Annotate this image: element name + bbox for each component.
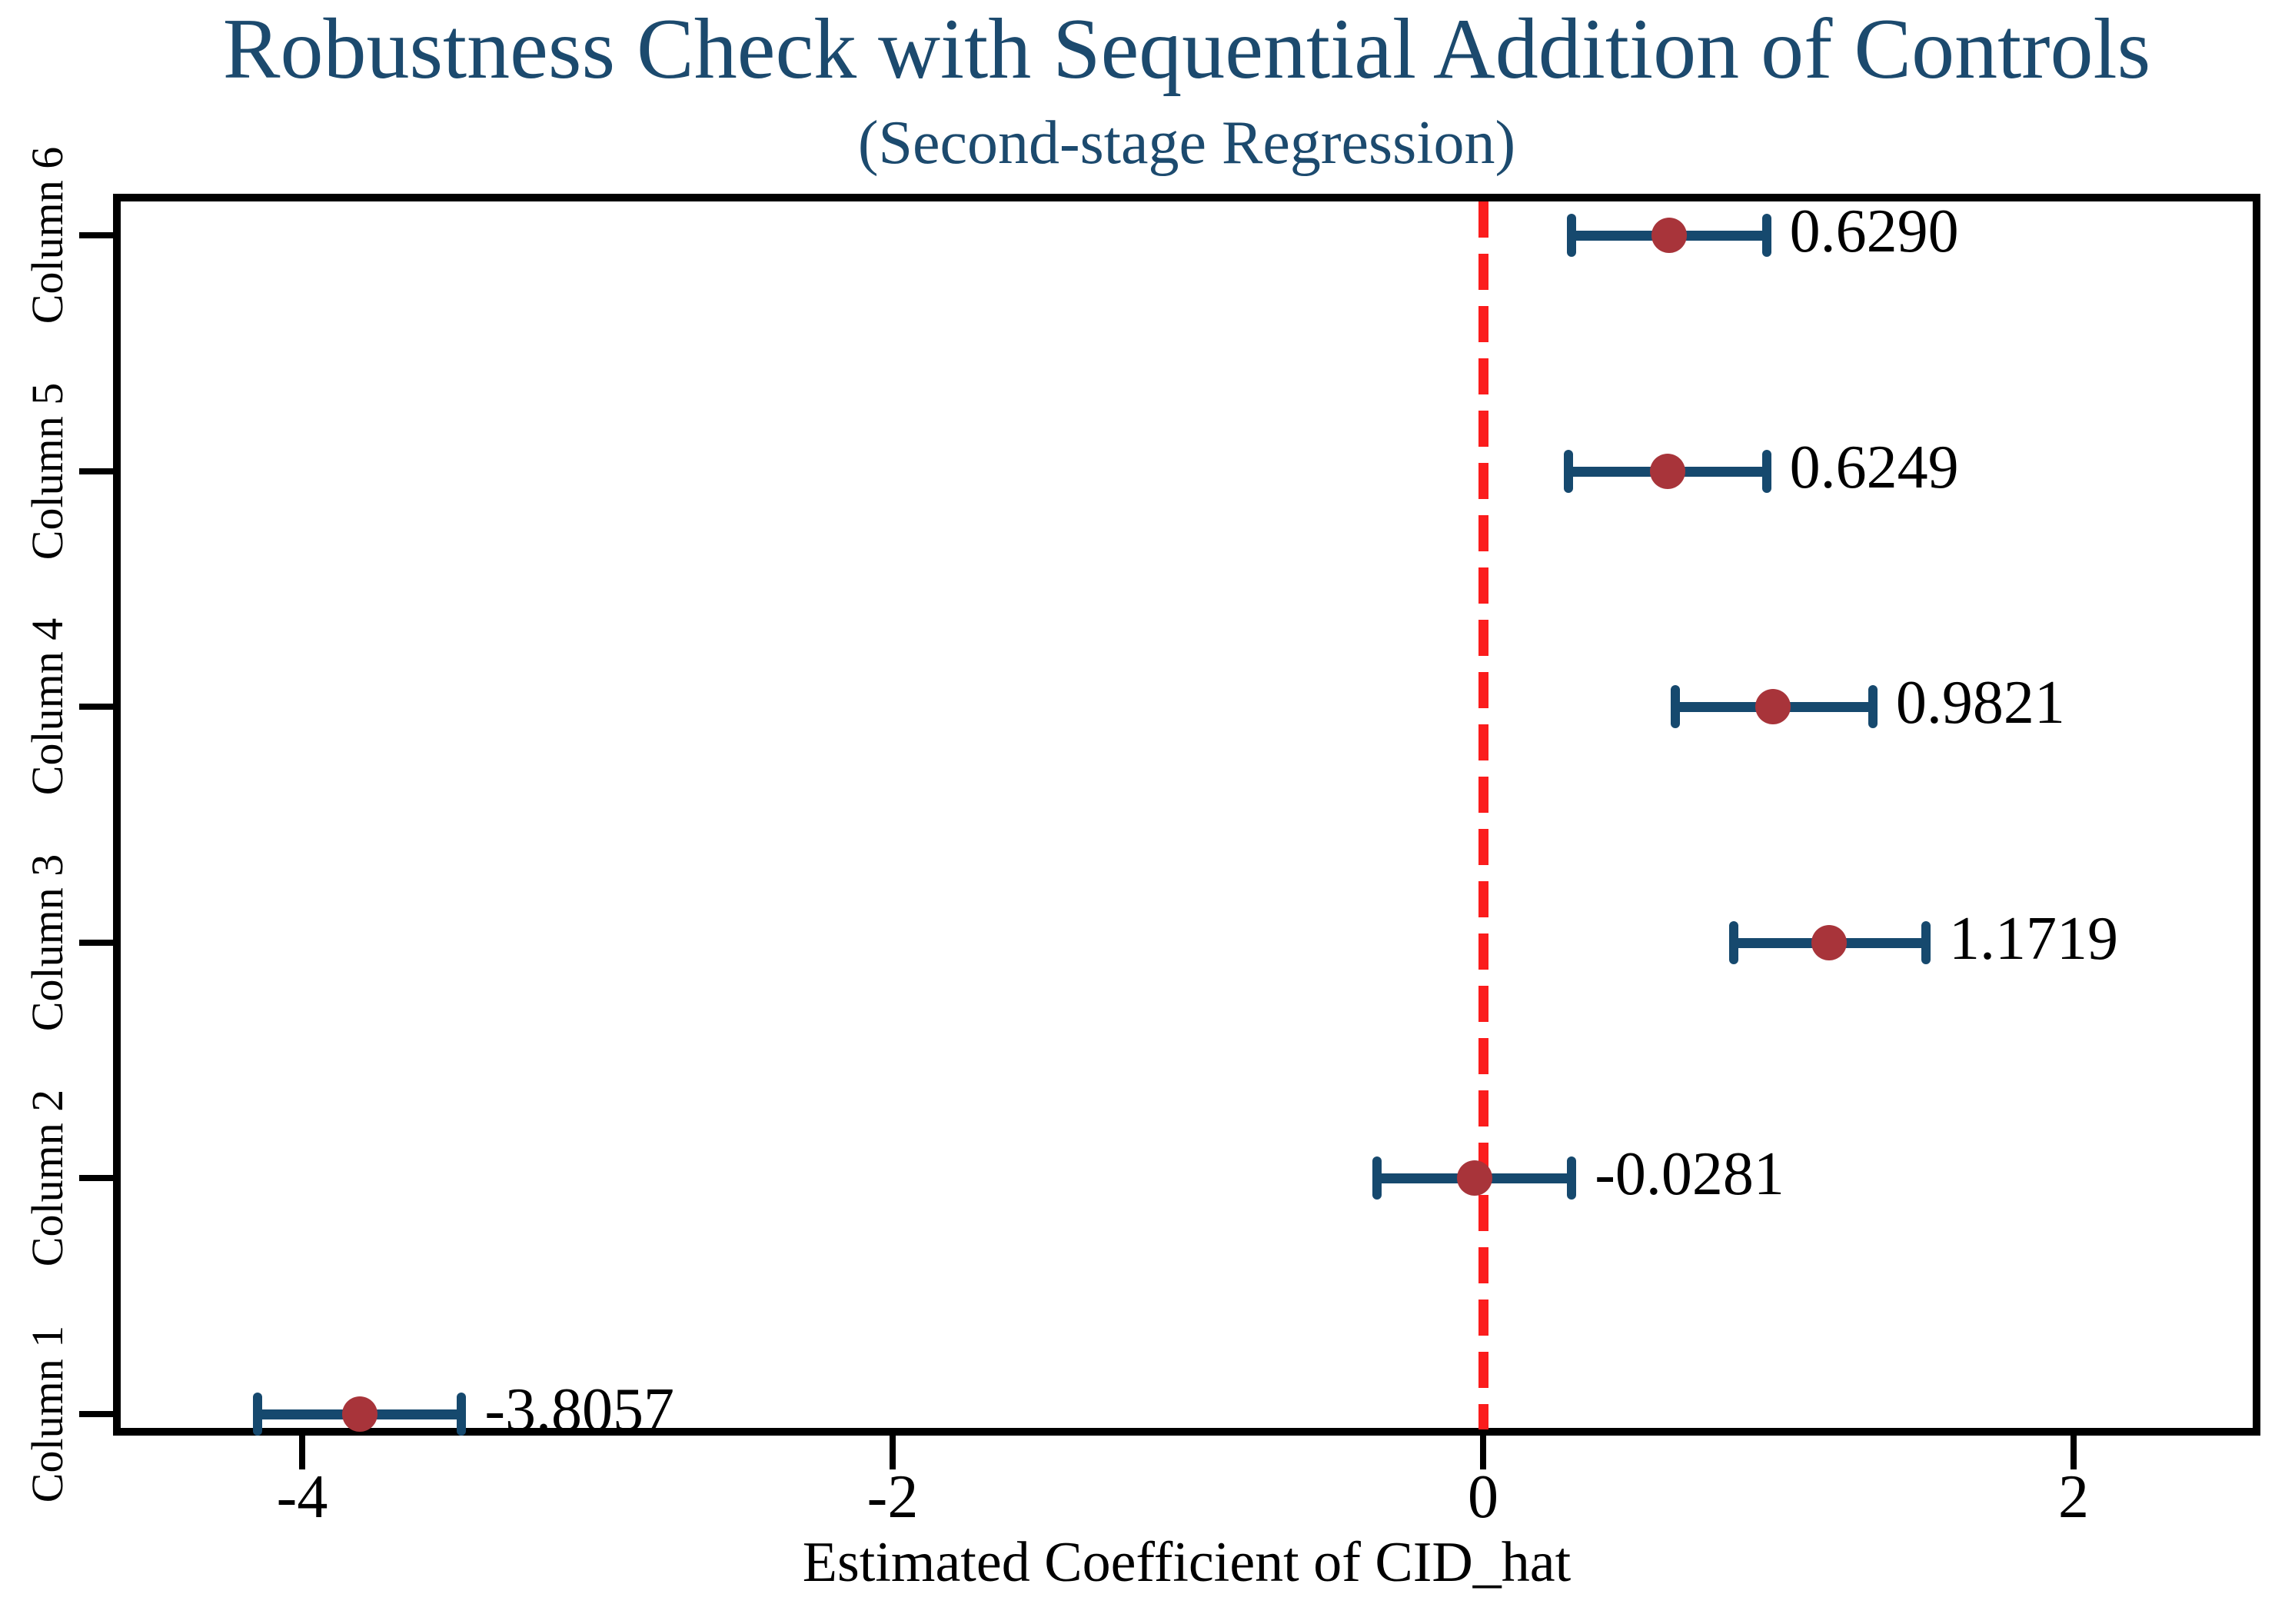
- ci-right-cap: [1761, 449, 1771, 493]
- x-axis-title: Estimated Coefficient of CID_hat: [802, 1531, 1572, 1594]
- estimate-value-label: 0.6290: [1789, 198, 1959, 265]
- y-axis-category-label: Column 4: [22, 617, 72, 796]
- y-axis-tick: [79, 1411, 113, 1417]
- y-axis-category-label: Column 5: [22, 382, 72, 560]
- y-axis-tick: [79, 468, 113, 474]
- y-axis-tick: [79, 704, 113, 710]
- x-axis-tick: [299, 1436, 305, 1469]
- point-estimate-marker: [1811, 924, 1847, 960]
- zero-reference-dashed-line: [1478, 201, 1488, 1429]
- y-axis-category-label: Column 2: [22, 1090, 72, 1267]
- estimate-value-label: -3.8057: [484, 1376, 674, 1444]
- x-axis-tick-label: -2: [866, 1463, 919, 1531]
- estimate-value-label: 1.1719: [1949, 904, 2118, 973]
- point-estimate-marker: [1457, 1160, 1493, 1196]
- x-axis-tick-label: 2: [2058, 1463, 2089, 1531]
- ci-right-cap: [1567, 1156, 1577, 1200]
- ci-right-cap: [457, 1393, 467, 1436]
- x-axis-tick-label: -4: [276, 1463, 328, 1531]
- y-axis-category-label: Column 1: [22, 1325, 72, 1503]
- y-axis-category-label: Column 6: [22, 146, 72, 324]
- estimate-value-label: 0.6249: [1789, 433, 1959, 501]
- estimate-value-label: -0.0281: [1595, 1140, 1784, 1209]
- y-axis-category-label: Column 3: [22, 854, 72, 1032]
- x-axis-tick: [1480, 1436, 1486, 1469]
- chart-subtitle: (Second-stage Regression): [857, 109, 1516, 177]
- y-axis-tick: [79, 939, 113, 946]
- ci-right-cap: [1868, 685, 1878, 729]
- ci-left-cap: [253, 1393, 263, 1436]
- y-axis-tick: [79, 232, 113, 238]
- x-axis-tick: [2070, 1436, 2077, 1469]
- estimate-value-label: 0.9821: [1895, 669, 2065, 737]
- plot-area: [113, 194, 2260, 1436]
- point-estimate-marker: [1755, 689, 1791, 725]
- ci-right-cap: [1761, 214, 1771, 257]
- ci-right-cap: [1921, 920, 1931, 964]
- y-axis-tick: [79, 1175, 113, 1182]
- chart-title: Robustness Check with Sequential Additio…: [222, 2, 2151, 97]
- ci-left-cap: [1372, 1156, 1382, 1200]
- ci-left-cap: [1567, 214, 1577, 257]
- ci-left-cap: [1729, 920, 1739, 964]
- ci-left-cap: [1564, 449, 1574, 493]
- ci-left-cap: [1670, 685, 1680, 729]
- x-axis-tick: [890, 1436, 896, 1469]
- point-estimate-marker: [341, 1396, 378, 1432]
- point-estimate-marker: [1651, 218, 1687, 253]
- x-axis-tick-label: 0: [1468, 1463, 1498, 1531]
- point-estimate-marker: [1649, 453, 1685, 489]
